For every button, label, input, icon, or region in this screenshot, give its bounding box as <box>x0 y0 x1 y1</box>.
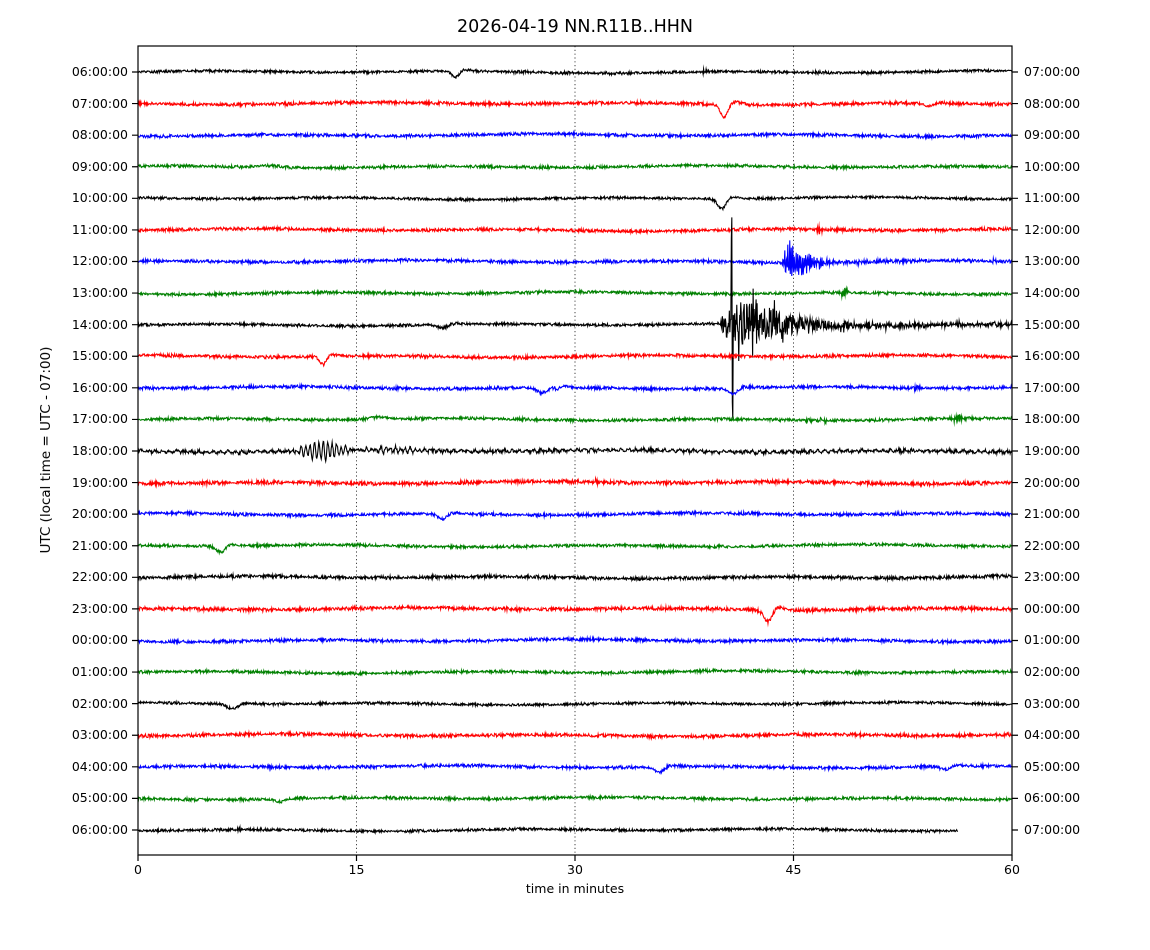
local-time-label: 11:00:00 <box>1024 190 1081 206</box>
utc-time-label: 17:00:00 <box>71 411 128 427</box>
local-time-label: 21:00:00 <box>1024 505 1081 521</box>
local-time-label: 16:00:00 <box>1024 347 1081 363</box>
local-time-label: 18:00:00 <box>1024 411 1081 427</box>
utc-time-label: 11:00:00 <box>71 221 128 237</box>
utc-time-label: 07:00:00 <box>71 95 128 111</box>
x-tick-label: 0 <box>134 862 142 877</box>
utc-time-label: 20:00:00 <box>71 505 128 521</box>
local-time-label: 14:00:00 <box>1024 284 1081 300</box>
utc-time-label: 16:00:00 <box>71 379 128 395</box>
local-time-label: 04:00:00 <box>1024 726 1081 742</box>
local-time-label: 06:00:00 <box>1024 790 1081 806</box>
utc-time-label: 00:00:00 <box>71 632 128 648</box>
local-time-label: 01:00:00 <box>1024 632 1081 648</box>
x-tick-label: 60 <box>1004 862 1020 877</box>
local-time-label: 10:00:00 <box>1024 158 1081 174</box>
utc-time-label: 09:00:00 <box>71 158 128 174</box>
utc-time-label: 13:00:00 <box>71 284 128 300</box>
local-time-label: 23:00:00 <box>1024 569 1081 585</box>
local-time-label: 19:00:00 <box>1024 442 1081 458</box>
utc-time-label: 12:00:00 <box>71 253 128 269</box>
x-tick-label: 15 <box>348 862 365 877</box>
local-time-label: 15:00:00 <box>1024 316 1081 332</box>
utc-time-label: 18:00:00 <box>71 442 128 458</box>
utc-time-label: 15:00:00 <box>71 347 128 363</box>
y-axis-label: UTC (local time = UTC - 07:00) <box>38 346 54 554</box>
local-time-label: 08:00:00 <box>1024 95 1081 111</box>
utc-time-label: 03:00:00 <box>71 726 128 742</box>
local-time-label: 03:00:00 <box>1024 695 1081 711</box>
local-time-label: 09:00:00 <box>1024 126 1081 142</box>
utc-time-label: 22:00:00 <box>71 569 128 585</box>
utc-time-label: 14:00:00 <box>71 316 128 332</box>
x-tick-label: 30 <box>567 862 583 877</box>
utc-time-label: 06:00:00 <box>71 63 128 79</box>
utc-time-label: 19:00:00 <box>71 474 128 490</box>
utc-time-label: 01:00:00 <box>71 663 128 679</box>
local-time-label: 07:00:00 <box>1024 821 1081 837</box>
x-axis-label: time in minutes <box>525 881 625 896</box>
local-time-label: 17:00:00 <box>1024 379 1081 395</box>
utc-time-label: 08:00:00 <box>71 126 128 142</box>
utc-time-label: 23:00:00 <box>71 600 128 616</box>
local-time-label: 07:00:00 <box>1024 63 1081 79</box>
utc-time-label: 04:00:00 <box>71 758 128 774</box>
utc-time-label: 06:00:00 <box>71 821 128 837</box>
local-time-label: 00:00:00 <box>1024 600 1081 616</box>
utc-time-label: 21:00:00 <box>71 537 128 553</box>
local-time-label: 05:00:00 <box>1024 758 1081 774</box>
local-time-label: 13:00:00 <box>1024 253 1081 269</box>
utc-time-label: 05:00:00 <box>71 790 128 806</box>
local-time-label: 12:00:00 <box>1024 221 1081 237</box>
utc-time-label: 02:00:00 <box>71 695 128 711</box>
local-time-label: 22:00:00 <box>1024 537 1081 553</box>
local-time-label: 20:00:00 <box>1024 474 1081 490</box>
utc-time-label: 10:00:00 <box>71 190 128 206</box>
x-tick-label: 45 <box>785 862 802 877</box>
local-time-label: 02:00:00 <box>1024 663 1081 679</box>
